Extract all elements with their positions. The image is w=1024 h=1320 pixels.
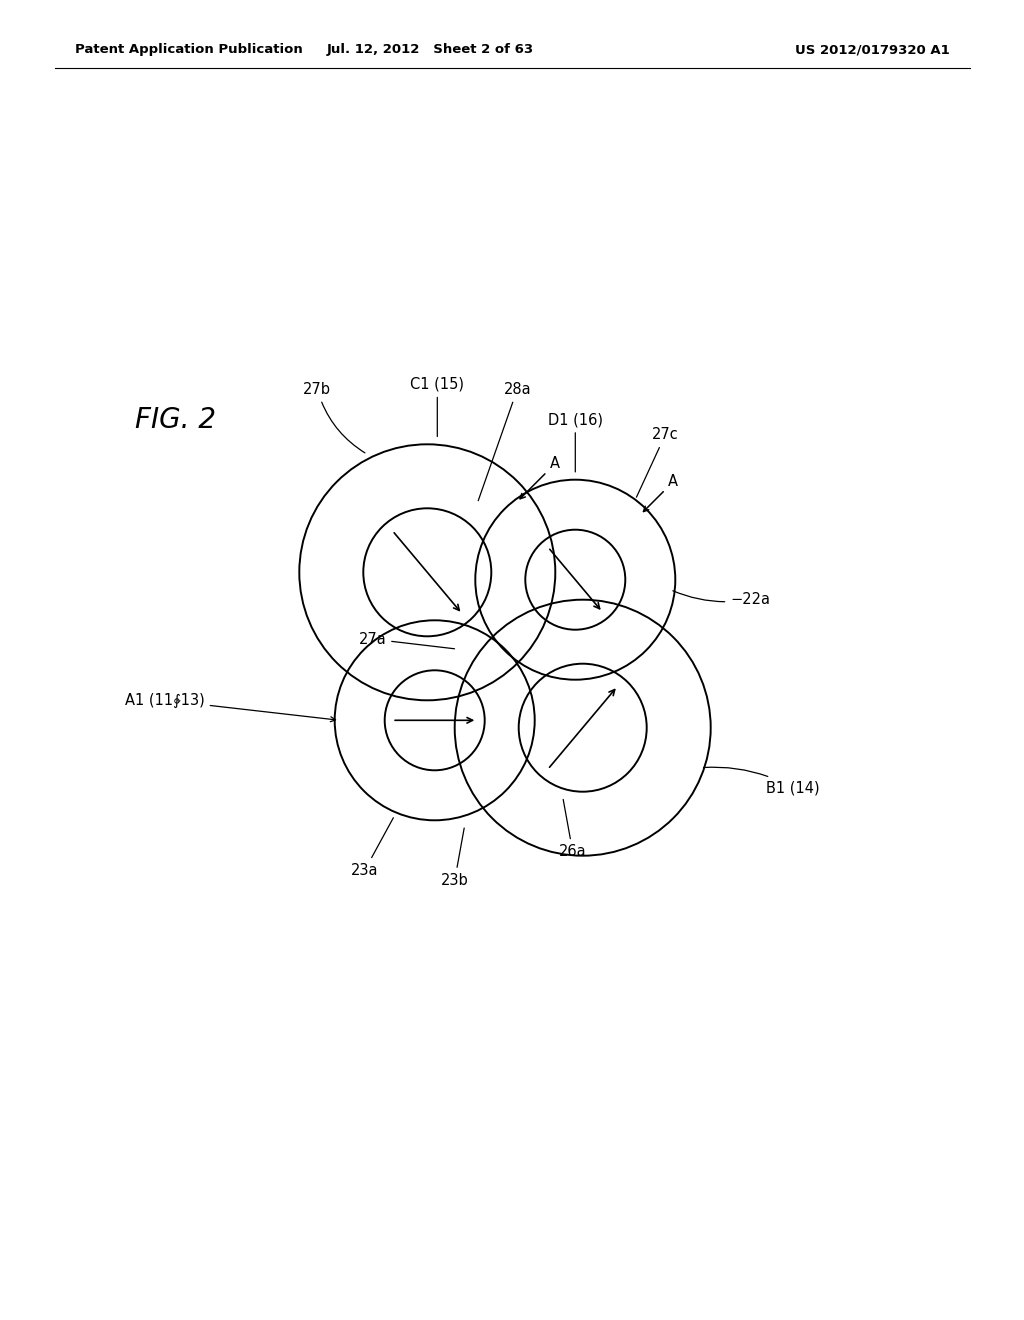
Text: Patent Application Publication: Patent Application Publication — [75, 44, 303, 57]
Text: A1 (11∲13): A1 (11∲13) — [125, 693, 336, 722]
Text: 23a: 23a — [351, 817, 393, 878]
Text: 28a: 28a — [478, 381, 531, 500]
Text: FIG. 2: FIG. 2 — [135, 407, 216, 434]
Text: B1 (14): B1 (14) — [703, 767, 819, 795]
Text: −22a: −22a — [673, 591, 770, 607]
Text: A: A — [669, 474, 678, 490]
Text: 27a: 27a — [358, 631, 455, 648]
Text: D1 (16): D1 (16) — [548, 412, 603, 473]
Text: 26a: 26a — [559, 800, 587, 859]
Text: 27c: 27c — [637, 428, 679, 498]
Text: A: A — [550, 457, 560, 471]
Text: 23b: 23b — [440, 828, 469, 888]
Text: US 2012/0179320 A1: US 2012/0179320 A1 — [796, 44, 950, 57]
Text: C1 (15): C1 (15) — [411, 376, 464, 437]
Text: 27b: 27b — [303, 381, 365, 453]
Text: Jul. 12, 2012   Sheet 2 of 63: Jul. 12, 2012 Sheet 2 of 63 — [327, 44, 534, 57]
